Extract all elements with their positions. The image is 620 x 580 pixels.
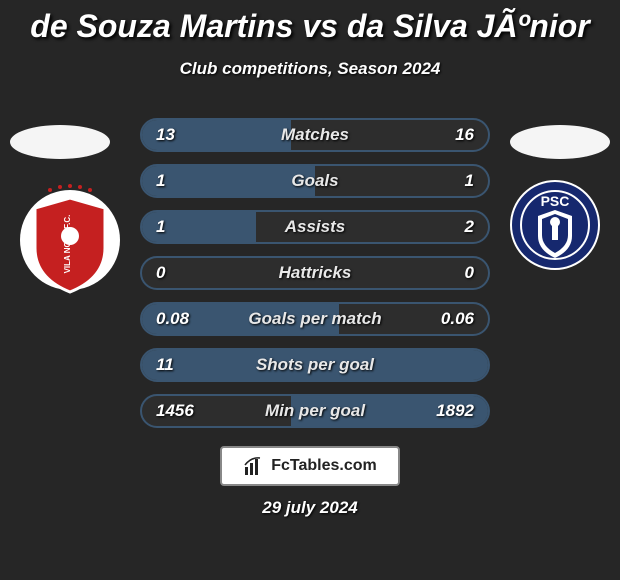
stat-value-left: 1 (156, 166, 165, 196)
stat-label: Assists (142, 212, 488, 242)
stat-value-left: 13 (156, 120, 175, 150)
stat-row: Shots per goal11 (140, 348, 490, 382)
stat-value-right: 0 (465, 258, 474, 288)
chart-icon (243, 455, 265, 477)
stat-label: Goals (142, 166, 488, 196)
stat-row: Assists1 2 (140, 210, 490, 244)
stat-row: Matches13 16 (140, 118, 490, 152)
stat-value-right: 2 (465, 212, 474, 242)
stat-value-right: 0.06 (441, 304, 474, 334)
stat-label: Shots per goal (142, 350, 488, 380)
stat-value-right: 1892 (436, 396, 474, 426)
stat-label: Hattricks (142, 258, 488, 288)
stat-label: Goals per match (142, 304, 488, 334)
stat-label: Matches (142, 120, 488, 150)
stat-value-left: 1 (156, 212, 165, 242)
stat-value-left: 0 (156, 258, 165, 288)
club-crest-right: PSC (510, 180, 600, 270)
branding-badge[interactable]: FcTables.com (220, 446, 400, 486)
svg-text:PSC: PSC (541, 193, 570, 209)
svg-text:VILA NOVA F.C.: VILA NOVA F.C. (63, 215, 72, 274)
page-subtitle: Club competitions, Season 2024 (0, 59, 620, 79)
stats-table: Matches1316Goals11Assists12Hattricks00Go… (140, 118, 490, 440)
stat-row: Goals1 1 (140, 164, 490, 198)
shield-icon: VILA NOVA F.C. (20, 180, 120, 300)
stat-value-left: 11 (156, 350, 174, 380)
stat-value-right: 1 (465, 166, 474, 196)
shield-icon: PSC (510, 180, 600, 270)
branding-text: FcTables.com (271, 457, 377, 475)
stat-row: Goals per match0.08 0.06 (140, 302, 490, 336)
club-crest-left: VILA NOVA F.C. (20, 180, 120, 300)
flag-right (510, 125, 610, 159)
stat-value-left: 0.08 (156, 304, 189, 334)
page-title: de Souza Martins vs da Silva JÃºnior (0, 0, 620, 45)
date-label: 29 july 2024 (0, 498, 620, 518)
stat-value-left: 1456 (156, 396, 194, 426)
flag-left (10, 125, 110, 159)
stat-value-right: 16 (455, 120, 474, 150)
stat-row: Min per goal14561892 (140, 394, 490, 428)
stat-row: Hattricks0 0 (140, 256, 490, 290)
